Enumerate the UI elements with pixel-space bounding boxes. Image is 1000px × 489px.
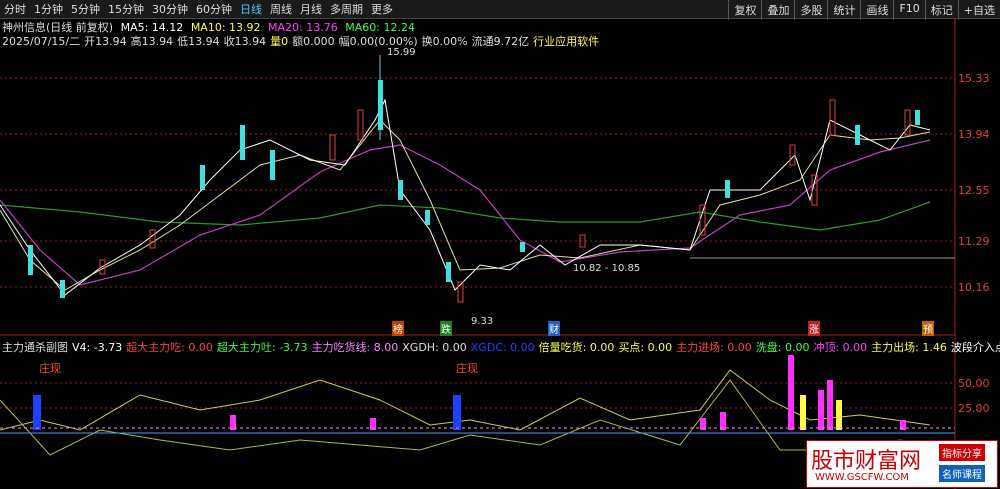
info-line: 2025/07/15/二 开13.94 高13.94 低13.94 收13.94 量0 额0…: [2, 33, 603, 49]
info-item: 换0.00%: [421, 35, 468, 48]
ma10: [0, 119, 931, 291]
sub-tick: 50.00: [958, 377, 990, 390]
sub-item: 波段介入点:: [950, 341, 1000, 354]
grid: [0, 77, 955, 409]
sub-item: 主力通杀副图: [2, 341, 68, 354]
candles: [28, 55, 920, 303]
tool-button[interactable]: 多股: [794, 0, 827, 20]
info-item: 2025/07/15/二: [2, 35, 81, 48]
price-tick: 10.16: [958, 281, 990, 294]
tool-button[interactable]: 复权: [728, 0, 761, 20]
sub-item: XGDH: 0.00: [402, 341, 467, 354]
tab[interactable]: 5分钟: [71, 3, 100, 16]
range-label: 10.82 - 10.85: [573, 263, 641, 274]
sub-item: 倍量吃货: 0.00: [538, 341, 615, 354]
stock-name: 神州信息(日线 前复权): [2, 21, 114, 34]
tab[interactable]: 15分钟: [108, 3, 144, 16]
ma20: [0, 139, 931, 286]
tab[interactable]: 60分钟: [196, 3, 232, 16]
ma-line: 神州信息(日线 前复权) MA5: 14.12 MA10: 13.92 MA20…: [2, 19, 419, 35]
price-tick: 11.29: [958, 235, 990, 248]
info-item: 量0: [270, 35, 289, 48]
info-item: 幅0.00(0.00%): [338, 35, 418, 48]
info-item: 行业应用软件: [533, 35, 600, 48]
sub-header: 主力通杀副图 V4: -3.73 超大主力吃: 0.00 超大主力吐: -3.73 主力…: [2, 339, 1000, 355]
sub-item: 超大主力吐: -3.73: [216, 341, 308, 354]
sub-bars: [33, 355, 906, 430]
ma20: MA20: 13.76: [268, 21, 338, 34]
watermark: 股市财富网 WWW.GSCFW.COM 指标分享 名师课程: [806, 440, 998, 488]
tab[interactable]: 多周期: [330, 3, 363, 16]
wm-url: WWW.GSCFW.COM: [815, 472, 909, 483]
event-marker: 榜: [392, 321, 404, 336]
info-item: 开13.94: [84, 35, 127, 48]
ma60: [0, 201, 931, 231]
tab[interactable]: 1分钟: [34, 3, 63, 16]
tab[interactable]: 更多: [371, 3, 393, 16]
ma5: [0, 98, 931, 296]
sub-item: 洗盘: 0.00: [755, 341, 810, 354]
event-marker: 涨: [808, 321, 820, 336]
sub-item: V4: -3.73: [72, 341, 123, 354]
signal: 庄现: [456, 362, 478, 375]
sub-item: 主力进场: 0.00: [676, 341, 752, 354]
wm-btn[interactable]: 名师课程: [939, 465, 985, 482]
info-item: 额0.000: [292, 35, 335, 48]
ma5: MA5: 14.12: [120, 21, 184, 34]
tool-button[interactable]: 画线: [860, 0, 893, 20]
ma10: MA10: 13.92: [190, 21, 261, 34]
ma60: MA60: 12.24: [345, 21, 415, 34]
toolbar: 分时 1分钟 5分钟 15分钟 30分钟 60分钟 日线 周线 月线 多周期 更多: [0, 0, 1000, 19]
sub-item: 主力出场: 1.46: [871, 341, 947, 354]
tab[interactable]: 分时: [4, 3, 26, 16]
high-label: 15.99: [387, 47, 416, 58]
sub-item: 买点: 0.00: [618, 341, 673, 354]
wm-btn[interactable]: 指标分享: [939, 444, 985, 461]
tab[interactable]: 30分钟: [152, 3, 188, 16]
tab[interactable]: 月线: [300, 3, 322, 16]
tool-button[interactable]: 标记: [924, 0, 958, 20]
tool-button[interactable]: 统计: [827, 0, 860, 20]
price-tick: 15.33: [958, 72, 990, 85]
low-label: 9.33: [471, 316, 494, 327]
info-item: 低13.94: [177, 35, 220, 48]
sub-item: XGDC: 0.00: [470, 341, 535, 354]
tool-button[interactable]: 叠加: [761, 0, 794, 20]
event-marker: 预: [922, 321, 934, 336]
sub-item: 冲顶: 0.00: [813, 341, 868, 354]
wm-title: 股市财富网: [811, 449, 922, 474]
tool-button[interactable]: +自选: [957, 0, 1000, 20]
sub-item: 主力吃货线: 8.00: [311, 341, 399, 354]
tool-button[interactable]: F10: [893, 0, 924, 20]
tab[interactable]: 周线: [270, 3, 292, 16]
tab[interactable]: 日线: [240, 3, 262, 16]
signal: 庄现: [39, 362, 61, 375]
event-marker: 跌: [440, 321, 452, 336]
sub-lines: [0, 369, 931, 456]
price-tick: 13.94: [958, 128, 990, 141]
info-item: 流通9.72亿: [471, 35, 530, 48]
sub-item: 超大主力吃: 0.00: [126, 341, 213, 354]
info-item: 收13.94: [223, 35, 267, 48]
toolbar-right: 复权 叠加 多股 统计 画线 F10 标记 +自选: [728, 0, 1000, 20]
event-marker: 财: [548, 321, 560, 336]
price-tick: 12.55: [958, 184, 990, 197]
info-item: 高13.94: [130, 35, 174, 48]
sub-tick: 25.00: [958, 402, 990, 415]
